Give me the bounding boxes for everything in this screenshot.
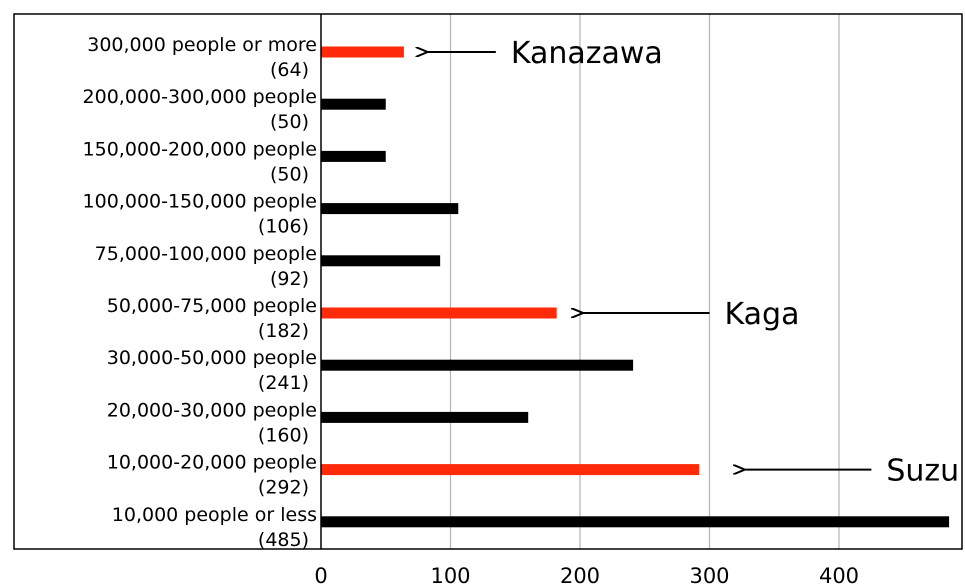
x-tick-labels: 0 100 200 300 400 — [314, 564, 859, 588]
category-label: 150,000-200,000 people — [83, 138, 317, 160]
bar — [321, 46, 404, 58]
plot-frame — [13, 13, 963, 550]
count-label: (182) — [258, 320, 309, 342]
count-label: (92) — [270, 268, 309, 290]
annotations: Kanazawa Kaga Suzu — [427, 36, 959, 489]
category-label: 75,000-100,000 people — [95, 243, 317, 265]
category-label: 50,000-75,000 people — [107, 295, 317, 317]
count-label: (485) — [258, 529, 309, 551]
x-tick-label: 300 — [689, 564, 729, 588]
category-label: 300,000 people or more — [87, 34, 317, 56]
category-label: 10,000-20,000 people — [107, 452, 317, 474]
bars — [321, 46, 950, 528]
bar — [321, 203, 459, 215]
x-tick-label: 400 — [819, 564, 859, 588]
annotation-label: Kanazawa — [511, 36, 663, 71]
bar — [321, 150, 386, 162]
annotation-label: Suzu — [886, 454, 959, 489]
bar — [321, 255, 441, 267]
bar — [321, 516, 950, 528]
count-label: (106) — [258, 216, 309, 238]
bar — [321, 307, 557, 319]
count-label: (160) — [258, 424, 309, 446]
count-label: (50) — [270, 163, 309, 185]
bar — [321, 411, 529, 423]
x-tick-label: 100 — [430, 564, 470, 588]
category-label: 20,000-30,000 people — [107, 399, 317, 421]
category-label: 200,000-300,000 people — [83, 86, 317, 108]
x-tick-label: 0 — [314, 564, 327, 588]
category-label: 100,000-150,000 people — [83, 191, 317, 213]
category-label: 30,000-50,000 people — [107, 347, 317, 369]
count-label: (292) — [258, 477, 309, 499]
count-label: (241) — [258, 372, 309, 394]
count-label: (50) — [270, 111, 309, 133]
annotation-label: Kaga — [725, 297, 800, 332]
bar — [321, 464, 700, 476]
bar — [321, 359, 634, 371]
bar — [321, 98, 386, 110]
x-tick-label: 200 — [560, 564, 600, 588]
grid-lines — [449, 14, 840, 549]
category-labels: 300,000 people or more (64) 200,000-300,00… — [83, 34, 317, 551]
category-label: 10,000 people or less — [112, 504, 317, 526]
count-label: (64) — [270, 59, 309, 81]
